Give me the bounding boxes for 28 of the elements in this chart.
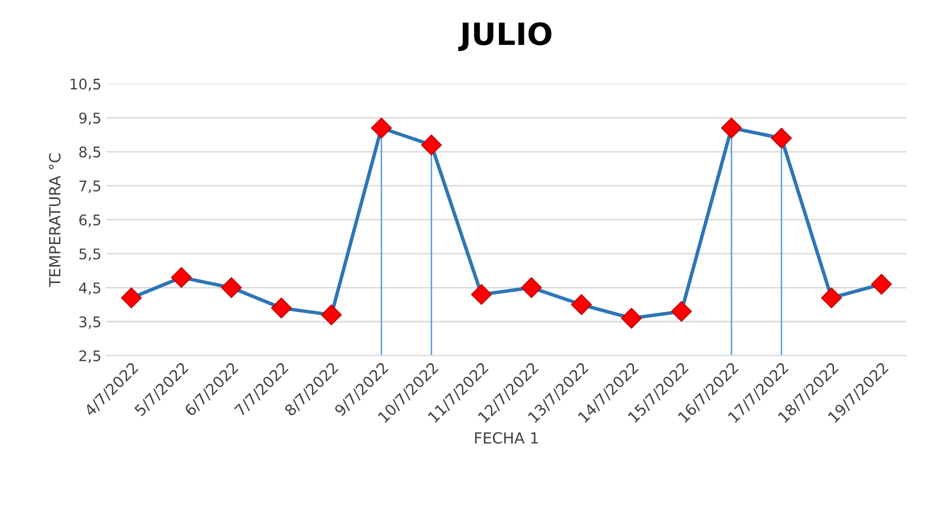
y-tick-label: 2,5 xyxy=(79,350,100,363)
y-tick-label: 8,5 xyxy=(79,146,100,159)
point xyxy=(171,267,192,288)
y-tick-label: 6,5 xyxy=(79,214,100,227)
point xyxy=(721,118,742,138)
y-tick-label: 9,5 xyxy=(79,112,100,126)
y-tick-label: 3,5 xyxy=(79,316,100,329)
point xyxy=(321,304,342,326)
point xyxy=(871,274,892,295)
point xyxy=(671,301,692,322)
y-axis-title: TEMPERATURA °C xyxy=(48,153,61,287)
point xyxy=(771,128,792,149)
point xyxy=(121,287,142,308)
y-tick-label: 5,5 xyxy=(79,248,100,261)
point xyxy=(421,134,442,156)
y-tick-label: 7,5 xyxy=(80,180,100,193)
x-axis-title: FECHA 1 xyxy=(475,432,538,444)
y-tick-label: 4,5 xyxy=(79,282,100,295)
point xyxy=(821,287,842,308)
chart-title: JULIO xyxy=(458,22,552,52)
point xyxy=(371,118,392,138)
point xyxy=(621,308,642,329)
point xyxy=(271,298,292,318)
point xyxy=(471,284,492,305)
point xyxy=(221,277,242,298)
point xyxy=(571,294,592,316)
y-tick-label: 10,5 xyxy=(70,78,100,92)
point xyxy=(521,277,542,298)
